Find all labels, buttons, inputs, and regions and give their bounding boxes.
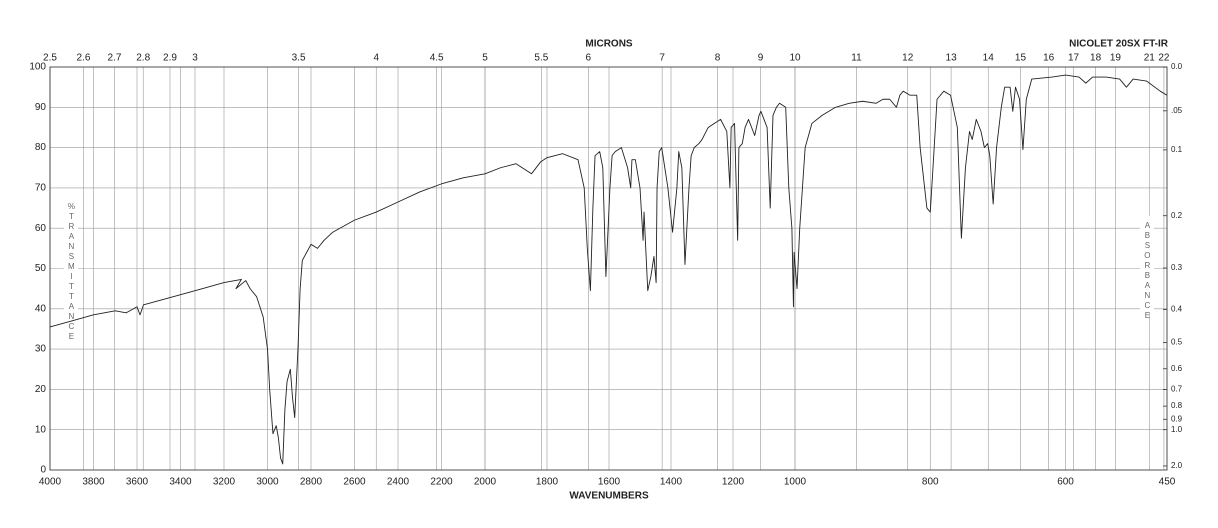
- y2-tick-label: 2.0: [1171, 461, 1183, 470]
- grid: [49, 66, 1168, 471]
- x2-tick-label: 17: [1068, 53, 1080, 64]
- x2-tick-label: 18: [1090, 53, 1102, 64]
- x2-axis-label: MICRONS: [585, 39, 633, 50]
- x2-tick-label: 21: [1144, 53, 1156, 64]
- x2-tick-label: 6: [586, 53, 592, 64]
- x-tick-label: 2000: [474, 477, 497, 488]
- x2-tick-label: 12: [902, 53, 914, 64]
- y-tick-label: 20: [35, 384, 47, 395]
- y2-tick-label: 0.1: [1171, 145, 1183, 154]
- y-tick-label: 70: [35, 183, 47, 194]
- y-tick-label: 40: [35, 303, 47, 314]
- y2-tick-label: 0.0: [1171, 62, 1183, 71]
- label-backdrop: [64, 198, 78, 344]
- y2-tick-label: 0.5: [1171, 338, 1183, 347]
- x2-tick-label: 2.6: [77, 53, 91, 64]
- x2-tick-label: 19: [1110, 53, 1122, 64]
- x2-tick-label: 10: [789, 53, 801, 64]
- x2-tick-label: 22: [1158, 53, 1170, 64]
- y-tick-label: 0: [40, 465, 46, 476]
- x2-tick-label: 2.5: [43, 53, 57, 64]
- y-tick-label: 50: [35, 263, 47, 274]
- x2-tick-label: 3: [192, 53, 198, 64]
- x-tick-label: 600: [1057, 477, 1074, 488]
- x2-tick-label: 16: [1043, 53, 1055, 64]
- spectrum-line: [49, 74, 1168, 465]
- x-tick-label: 800: [922, 477, 939, 488]
- y-tick-label: 30: [35, 344, 47, 355]
- x-tick-label: 2600: [343, 477, 366, 488]
- x-tick-label: 1800: [536, 477, 559, 488]
- x-tick-label: 1000: [784, 477, 807, 488]
- x-tick-label: 3000: [256, 477, 279, 488]
- y2-tick-label: 0.3: [1171, 263, 1183, 272]
- y-tick-label: 10: [35, 424, 47, 435]
- x-tick-label: 2800: [300, 477, 323, 488]
- x-tick-label: 3800: [82, 477, 105, 488]
- x2-tick-label: 14: [983, 53, 995, 64]
- x2-tick-label: 5: [482, 53, 488, 64]
- x2-tick-label: 2.7: [107, 53, 121, 64]
- x2-tick-label: 8: [715, 53, 721, 64]
- x-tick-label: 450: [1159, 477, 1176, 488]
- x-tick-label: 3400: [169, 477, 192, 488]
- x-tick-label: 1600: [598, 477, 621, 488]
- x2-tick-label: 15: [1015, 53, 1027, 64]
- x-tick-label: 3200: [213, 477, 236, 488]
- y-tick-label: 60: [35, 223, 47, 234]
- y2-tick-label: 0.6: [1171, 364, 1183, 373]
- y-tick-label: 100: [29, 62, 46, 73]
- y2-tick-label: 0.2: [1171, 211, 1183, 220]
- x2-tick-label: 4.5: [430, 53, 444, 64]
- x2-tick-label: 7: [659, 53, 665, 64]
- x2-tick-label: 9: [758, 53, 764, 64]
- x2-tick-label: 11: [851, 53, 862, 64]
- x-tick-label: 2400: [387, 477, 410, 488]
- y2-tick-label: 0.8: [1171, 401, 1183, 410]
- x-axis-label: WAVENUMBERS: [569, 491, 649, 502]
- x2-tick-label: 2.9: [163, 53, 177, 64]
- x2-tick-label: 3.5: [292, 53, 306, 64]
- y-tick-label: 90: [35, 102, 47, 113]
- y-axis-label: %TRANSMITTANCE: [67, 202, 76, 342]
- plot-frame: [49, 66, 1168, 471]
- y2-tick-label: 0.4: [1171, 305, 1183, 314]
- x2-tick-label: 13: [946, 53, 958, 64]
- y2-tick-label: 0.9: [1171, 414, 1183, 423]
- x-tick-label: 4000: [39, 477, 62, 488]
- y2-tick-label: 1.0: [1171, 425, 1183, 434]
- x2-tick-label: 2.8: [136, 53, 150, 64]
- y2-tick-label: .05: [1171, 106, 1183, 115]
- y-tick-label: 80: [35, 142, 47, 153]
- x2-tick-label: 5.5: [534, 53, 548, 64]
- label-backdrop: [1140, 216, 1154, 312]
- y2-axis-label: ABSORBANCE: [1143, 221, 1152, 321]
- x-tick-label: 2200: [430, 477, 453, 488]
- x2-tick-label: 4: [373, 53, 379, 64]
- y2-tick-label: 0.7: [1171, 385, 1183, 394]
- x-tick-label: 1200: [722, 477, 745, 488]
- chart-title: NICOLET 20SX FT-IR: [1069, 39, 1169, 50]
- x-tick-label: 1400: [660, 477, 683, 488]
- x-tick-label: 3600: [126, 477, 149, 488]
